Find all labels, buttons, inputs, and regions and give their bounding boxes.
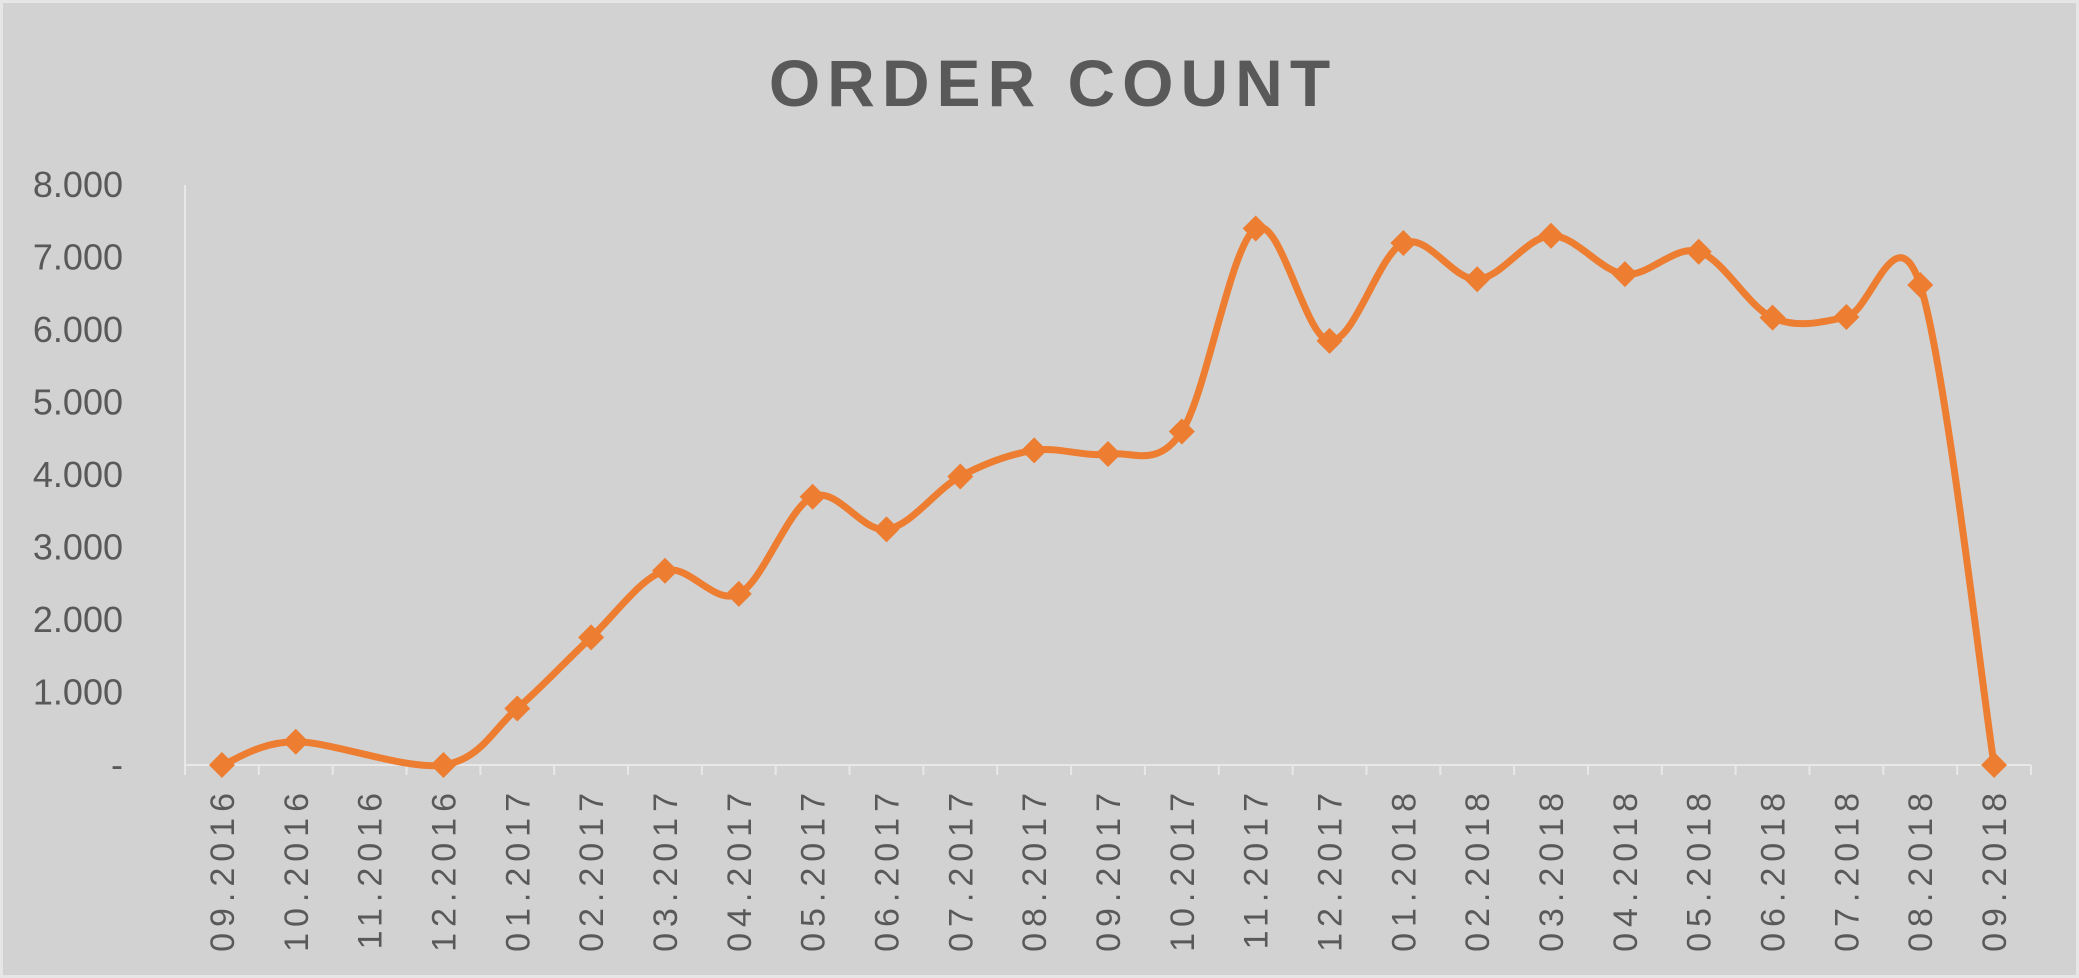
data-point-01.2018 bbox=[1390, 230, 1417, 256]
data-point-03.2017 bbox=[651, 557, 678, 584]
order-count-chart: ORDER COUNT - 1.000 2.000 3.000 4.000 5.000 6.… bbox=[33, 46, 2032, 952]
data-point-11.2017 bbox=[1242, 215, 1269, 242]
data-point-06.2018 bbox=[1759, 304, 1786, 331]
data-point-07.2017 bbox=[947, 463, 974, 490]
data-point-01.2017 bbox=[504, 695, 531, 722]
x-tick-label: 10.2017 bbox=[1164, 787, 1202, 952]
series-layer bbox=[208, 215, 2008, 778]
x-tick-label: 04.2017 bbox=[721, 787, 759, 952]
data-point-07.2018 bbox=[1833, 303, 1860, 330]
data-point-02.2017 bbox=[578, 624, 605, 651]
x-tick-label: 08.2018 bbox=[1902, 787, 1940, 952]
x-tick-label: 09.2016 bbox=[204, 787, 242, 952]
data-point-05.2017 bbox=[799, 483, 826, 510]
x-tick-label: 12.2016 bbox=[425, 787, 463, 952]
x-tick-label: 02.2018 bbox=[1459, 787, 1497, 952]
y-tick-label: 2.000 bbox=[33, 599, 123, 640]
data-point-08.2017 bbox=[1021, 437, 1048, 464]
data-point-10.2016 bbox=[282, 728, 309, 755]
y-tick-label: 4.000 bbox=[33, 454, 123, 495]
y-tick-label: 5.000 bbox=[33, 382, 123, 423]
x-tick-label: 07.2017 bbox=[942, 787, 980, 952]
data-point-08.2018 bbox=[1907, 272, 1934, 299]
x-tick-label: 11.2017 bbox=[1238, 787, 1276, 949]
chart-title: ORDER COUNT bbox=[769, 46, 1337, 120]
x-tick-label: 02.2017 bbox=[573, 787, 611, 952]
x-tick-label: 09.2018 bbox=[1976, 787, 2014, 952]
x-tick-label: 10.2016 bbox=[278, 787, 316, 952]
data-point-02.2018 bbox=[1464, 266, 1491, 293]
y-tick-label: - bbox=[111, 744, 123, 785]
x-tick-label: 01.2017 bbox=[499, 787, 537, 952]
data-point-12.2017 bbox=[1316, 327, 1343, 354]
x-tick-label: 04.2018 bbox=[1607, 787, 1645, 952]
series-line bbox=[218, 223, 1998, 770]
y-tick-label: 1.000 bbox=[33, 672, 123, 713]
y-axis: - 1.000 2.000 3.000 4.000 5.000 6.000 7.000 8.00… bbox=[33, 164, 186, 785]
data-point-09.2016 bbox=[208, 752, 235, 778]
x-tick-label: 09.2017 bbox=[1090, 787, 1128, 952]
x-tick-label: 12.2017 bbox=[1312, 787, 1350, 952]
y-tick-label: 7.000 bbox=[33, 237, 123, 278]
x-tick-label: 08.2017 bbox=[1016, 787, 1054, 952]
data-point-04.2017 bbox=[725, 580, 752, 607]
data-point-09.2017 bbox=[1095, 440, 1121, 467]
x-axis: 09.2016 10.2016 11.2016 12.2016 01.2017 02.20… bbox=[184, 764, 2032, 952]
x-tick-label: 06.2017 bbox=[868, 787, 906, 952]
x-tick-label: 11.2016 bbox=[352, 787, 390, 949]
data-point-09.2018 bbox=[1981, 752, 2008, 778]
x-tick-label: 05.2018 bbox=[1681, 787, 1719, 952]
x-tick-label: 03.2017 bbox=[647, 787, 685, 952]
data-point-05.2018 bbox=[1685, 238, 1712, 265]
data-point-04.2018 bbox=[1611, 261, 1638, 288]
x-tick-label: 05.2017 bbox=[795, 787, 833, 952]
y-tick-label: 8.000 bbox=[33, 164, 123, 205]
x-tick-label: 06.2018 bbox=[1755, 787, 1793, 952]
y-tick-label: 6.000 bbox=[33, 309, 123, 350]
data-point-06.2017 bbox=[873, 516, 900, 543]
data-point-10.2017 bbox=[1168, 418, 1195, 445]
y-tick-label: 3.000 bbox=[33, 527, 123, 568]
x-tick-label: 03.2018 bbox=[1533, 787, 1571, 952]
x-tick-label: 07.2018 bbox=[1828, 787, 1866, 952]
x-tick-label: 01.2018 bbox=[1385, 787, 1423, 952]
data-point-03.2018 bbox=[1538, 222, 1565, 249]
data-point-12.2016 bbox=[430, 752, 457, 778]
